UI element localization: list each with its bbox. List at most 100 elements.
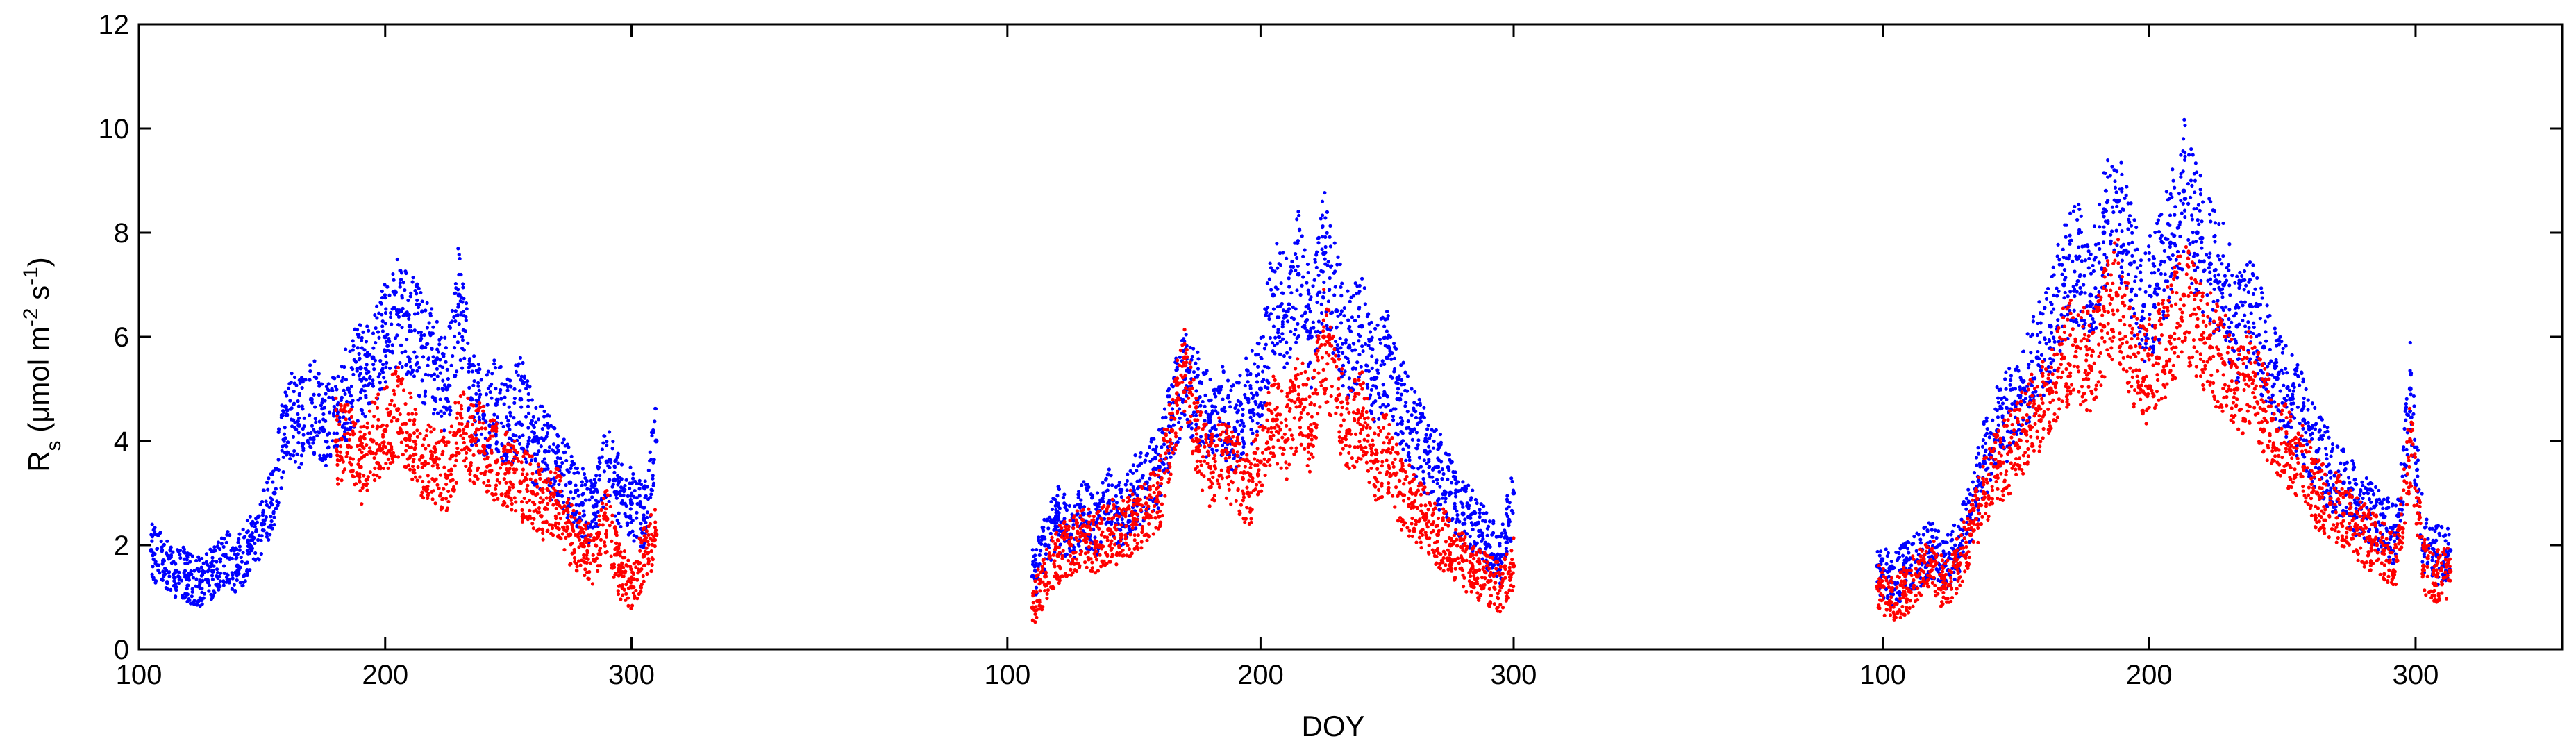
scatter-dot	[375, 426, 379, 431]
scatter-dot	[1323, 262, 1328, 266]
scatter-dot	[583, 539, 587, 543]
scatter-dot	[1370, 366, 1374, 370]
scatter-dot	[481, 409, 485, 413]
scatter-dot	[387, 366, 392, 370]
scatter-dot	[1267, 277, 1272, 281]
scatter-dot	[524, 476, 528, 480]
scatter-dot	[653, 419, 657, 424]
scatter-dot	[335, 438, 340, 442]
scatter-dot	[1322, 290, 1326, 294]
scatter-dot	[412, 468, 416, 472]
scatter-dot	[1337, 350, 1341, 354]
data-point	[321, 428, 326, 433]
scatter-dot	[1184, 333, 1188, 337]
scatter-dot	[407, 317, 411, 321]
scatter-dot	[1289, 329, 1293, 334]
scatter-dot	[526, 439, 530, 443]
scatter-dot	[540, 460, 545, 464]
data-point	[308, 397, 314, 402]
scatter-dot	[1308, 360, 1312, 365]
scatter-dot	[594, 522, 599, 526]
scatter-dot	[1304, 305, 1308, 309]
scatter-dot	[242, 535, 246, 540]
scatter-dot	[456, 305, 460, 309]
scatter-dot	[1389, 357, 1394, 361]
scatter-dot	[1212, 464, 1216, 468]
scatter-dot	[362, 389, 367, 393]
scatter-dot	[1402, 382, 1407, 387]
scatter-dot	[1251, 408, 1255, 412]
scatter-dot	[1076, 503, 1080, 507]
scatter-dot	[428, 449, 433, 453]
scatter-dot	[349, 394, 353, 398]
scatter-dot	[460, 366, 465, 370]
scatter-dot	[399, 440, 403, 444]
scatter-dot	[230, 571, 234, 575]
scatter-dot	[1084, 486, 1089, 490]
scatter-dot	[167, 570, 172, 574]
scatter-dot	[1214, 444, 1219, 448]
scatter-dot	[499, 365, 503, 369]
scatter-dot	[1296, 334, 1301, 338]
scatter-dot	[416, 311, 420, 315]
scatter-dot	[417, 458, 421, 462]
scatter-dot	[358, 396, 362, 400]
scatter-dot	[556, 444, 560, 448]
scatter-dot	[245, 573, 249, 577]
scatter-dot	[1109, 528, 1113, 533]
scatter-dot	[1202, 372, 1206, 376]
scatter-dot	[400, 365, 404, 369]
scatter-dot	[1087, 507, 1091, 511]
scatter-dot	[208, 565, 212, 569]
scatter-dot	[610, 513, 614, 517]
scatter-dot	[1221, 369, 1226, 374]
scatter-dot	[1175, 367, 1180, 372]
scatter-dot	[376, 330, 380, 334]
scatter-dot	[374, 326, 378, 331]
scatter-dot	[597, 514, 601, 518]
scatter-dot	[1276, 266, 1280, 270]
scatter-dot	[1100, 521, 1104, 525]
scatter-dot	[279, 486, 283, 490]
scatter-dot	[454, 313, 458, 318]
scatter-dot	[1298, 228, 1302, 233]
scatter-dot	[399, 277, 403, 282]
scatter-dot	[153, 561, 158, 566]
scatter-dot	[486, 478, 490, 483]
scatter-dot	[516, 373, 520, 377]
scatter-dot	[266, 488, 270, 492]
scatter-dot	[1184, 351, 1188, 356]
scatter-dot	[462, 356, 467, 360]
scatter-dot	[608, 524, 612, 528]
scatter-dot	[1214, 388, 1219, 392]
scatter-dot	[549, 481, 553, 485]
scatter-dot	[185, 561, 190, 566]
scatter-dot	[1478, 510, 1482, 515]
scatter-dot	[628, 565, 633, 569]
scatter-dot	[344, 454, 349, 459]
scatter-dot	[595, 569, 600, 574]
scatter-dot	[1280, 322, 1285, 326]
scatter-dot	[649, 488, 653, 492]
scatter-dot	[1033, 579, 1037, 583]
scatter-dot	[1048, 531, 1053, 535]
scatter-dot	[1507, 524, 1511, 528]
scatter-dot	[409, 395, 413, 399]
scatter-dot	[1223, 409, 1227, 414]
scatter-dot	[1114, 485, 1118, 490]
scatter-dot	[591, 504, 595, 508]
scatter-dot	[356, 419, 360, 423]
scatter-dot	[312, 428, 316, 432]
data-point	[505, 423, 511, 428]
scatter-dot	[1210, 441, 1214, 445]
scatter-dot	[1197, 449, 1201, 453]
scatter-dot	[455, 411, 460, 415]
scatter-dot	[1091, 522, 1096, 526]
scatter-dot	[598, 461, 602, 465]
scatter-dot	[413, 288, 417, 293]
scatter-dot	[1335, 325, 1339, 329]
scatter-dot	[1188, 404, 1192, 408]
scatter-dot	[554, 521, 558, 525]
scatter-dot	[1194, 432, 1199, 436]
scatter-dot	[1413, 390, 1417, 394]
